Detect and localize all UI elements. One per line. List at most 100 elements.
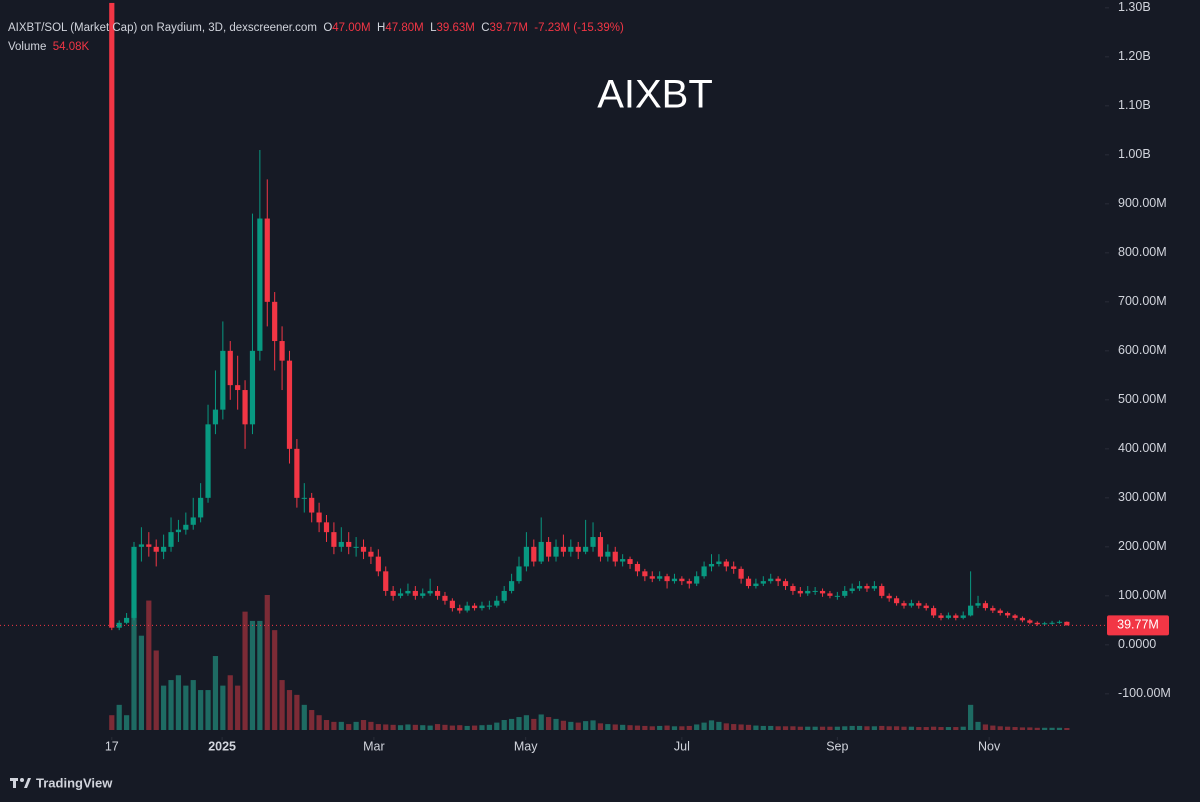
candle-body <box>220 350 226 410</box>
volume-bar <box>501 720 507 730</box>
candle-body <box>901 603 907 606</box>
volume-bar <box>649 726 655 730</box>
volume-bar <box>116 704 122 730</box>
volume-bar <box>546 717 552 730</box>
volume-bar <box>353 721 359 730</box>
ohlc-key: O <box>323 22 333 34</box>
volume-bar <box>331 721 337 730</box>
candle-body <box>368 551 374 557</box>
candle-body <box>775 578 781 582</box>
candle-body <box>1012 615 1018 618</box>
volume-bar <box>1034 727 1040 730</box>
candle-body <box>620 559 626 562</box>
volume-bar <box>449 725 455 730</box>
volume-bar <box>620 724 626 730</box>
candle-body <box>960 615 966 618</box>
candle-body <box>612 551 618 562</box>
volume-bar <box>146 600 152 730</box>
candle-body <box>442 595 448 601</box>
volume-bar <box>294 694 300 730</box>
volume-bar <box>864 726 870 730</box>
candle-body <box>183 524 189 530</box>
volume-bar <box>908 726 914 730</box>
volume-bar <box>657 725 663 730</box>
volume-bar <box>124 715 130 730</box>
candle-body <box>286 360 293 449</box>
candle-body <box>597 537 604 557</box>
chart-title: AIXBT <box>597 73 713 117</box>
candle-body <box>257 218 263 351</box>
volume-bar <box>679 726 685 730</box>
volume-bar <box>434 724 441 730</box>
volume-bar <box>723 723 729 730</box>
volume-bar <box>605 724 611 730</box>
volume-bar <box>716 721 722 730</box>
tradingview-logo <box>10 778 31 788</box>
volume-bar <box>879 725 885 730</box>
candle-body <box>457 608 463 611</box>
candle-body <box>671 578 678 582</box>
candle-body <box>953 615 959 618</box>
volume-bar <box>960 726 966 730</box>
volume-bar <box>220 685 226 730</box>
candle-body <box>161 546 167 552</box>
volume-bar <box>516 717 522 730</box>
volume-bar <box>109 715 115 730</box>
volume-bar <box>694 724 700 730</box>
volume-bar <box>731 724 737 730</box>
candle-body <box>1027 620 1033 623</box>
candle-body <box>657 576 663 579</box>
ohlc-key: C <box>481 22 490 34</box>
volume-bar <box>738 724 744 730</box>
volume-bar <box>323 720 330 730</box>
volume-bar <box>1005 726 1011 730</box>
volume-bar <box>161 685 167 730</box>
candle-body <box>879 586 885 596</box>
candle-body <box>309 497 315 513</box>
volume-bar <box>575 722 581 730</box>
volume-bar <box>805 726 811 730</box>
volume-bar <box>590 720 596 730</box>
candle-body <box>812 590 818 592</box>
volume-bar <box>886 726 892 730</box>
candle-body <box>272 301 278 342</box>
volume-bar <box>634 725 641 730</box>
volume-bar <box>471 725 478 730</box>
candle-body <box>931 608 937 616</box>
candle-body <box>486 605 492 607</box>
volume-bar <box>812 726 818 730</box>
volume-bar <box>1019 727 1026 730</box>
candle-body <box>679 578 685 582</box>
x-tick-label: Sep <box>826 739 848 753</box>
candle-body <box>627 559 633 564</box>
candle-body <box>235 385 241 391</box>
volume-bar <box>560 720 567 730</box>
candle-body <box>723 561 729 567</box>
candle-body <box>427 590 433 594</box>
volume-bar <box>360 720 367 730</box>
candle-body <box>242 390 248 425</box>
candle-body <box>523 546 529 567</box>
candle-body <box>975 603 981 606</box>
volume-bar <box>442 724 448 730</box>
volume-bar <box>316 715 322 730</box>
volume-pane <box>109 595 1070 730</box>
volume-bar <box>871 726 877 730</box>
candle-body <box>568 546 574 552</box>
volume-bar <box>390 724 396 730</box>
candle-body <box>479 605 485 609</box>
volume-bar <box>612 724 618 730</box>
volume-bar <box>412 724 418 730</box>
candle-body <box>708 563 715 567</box>
volume-bar <box>768 725 774 730</box>
volume-bar <box>842 726 848 730</box>
candle-body <box>575 546 581 552</box>
legend-row: Volume 54.08K <box>8 38 624 57</box>
change: -7.23M (-15.39%) <box>534 22 624 34</box>
candle-body <box>138 544 145 547</box>
last-price-label: 39.77M <box>1117 618 1159 632</box>
candle-body <box>790 586 796 591</box>
volume-bar <box>797 726 803 730</box>
